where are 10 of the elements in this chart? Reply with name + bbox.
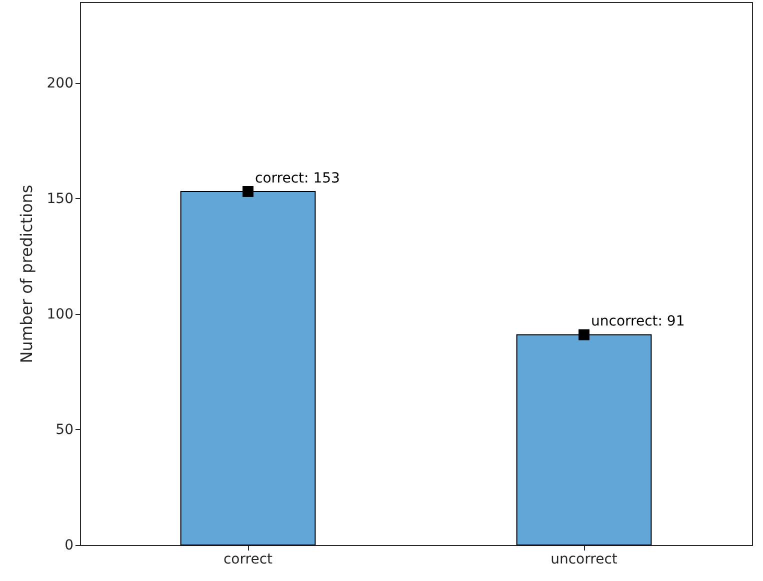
x-tick-label: uncorrect: [550, 552, 618, 568]
y-tick-label: 50: [56, 422, 74, 438]
annotation: uncorrect: 91: [591, 314, 685, 330]
x-tick-label: correct: [223, 552, 274, 568]
y-tick-label: 100: [46, 306, 74, 322]
y-tick-label: 200: [46, 75, 74, 92]
y-axis-title: Number of predictions: [16, 184, 36, 364]
y-tick-label: 150: [46, 190, 74, 207]
annotation: correct: 153: [255, 170, 340, 186]
y-tick-label: 0: [64, 538, 74, 554]
